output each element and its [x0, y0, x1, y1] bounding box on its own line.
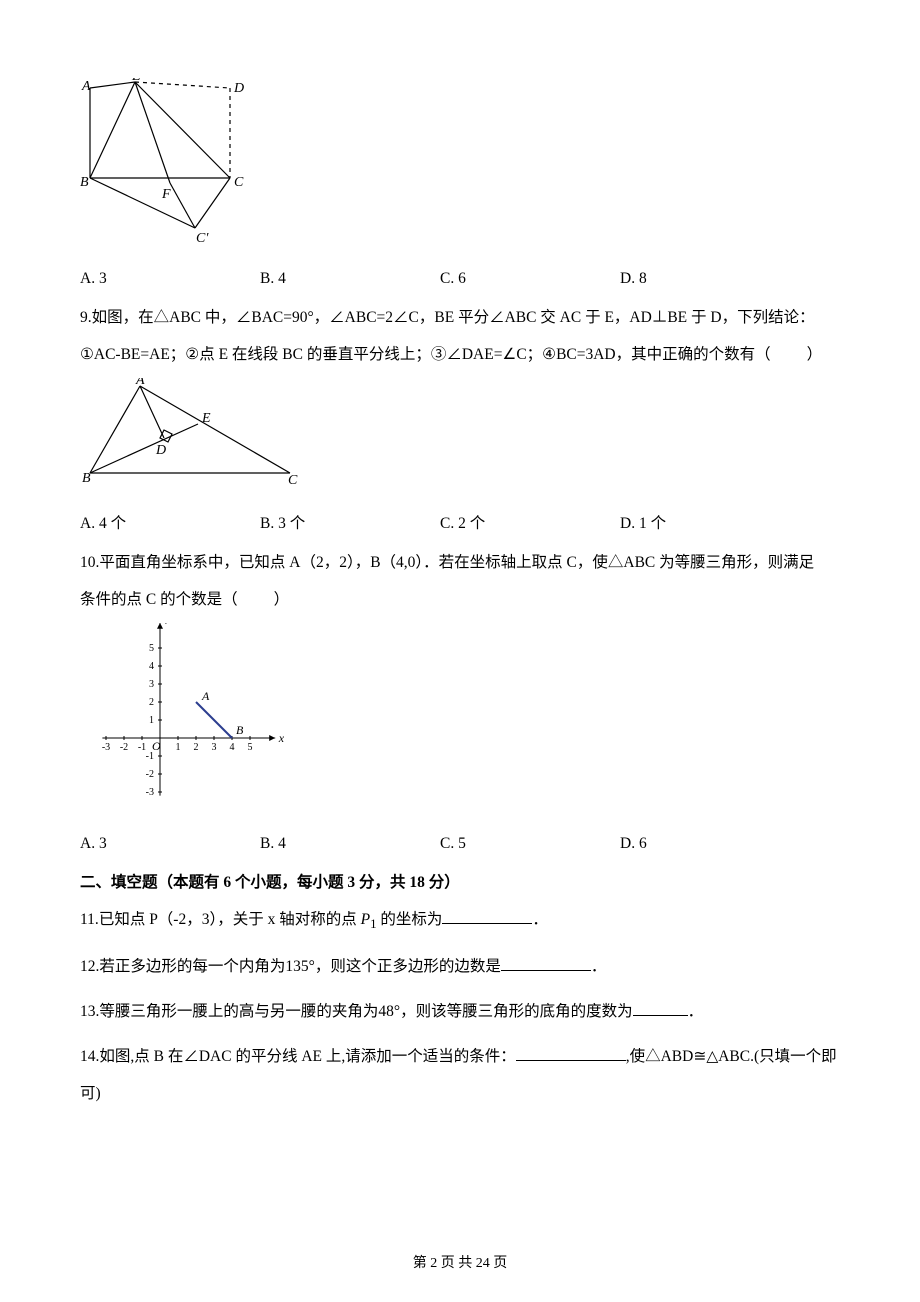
q9-line1: 9.如图，在△ABC 中，∠BAC=90°，∠ABC=2∠C，BE 平分∠ABC…: [80, 302, 840, 333]
q14-line2-text: 可): [80, 1085, 101, 1102]
section2-title: 二、填空题（本题有 6 个小题，每小题 3 分，共 18 分）: [80, 867, 840, 898]
svg-text:1: 1: [176, 742, 181, 753]
svg-text:E: E: [201, 411, 211, 426]
svg-text:D: D: [233, 81, 244, 96]
svg-text:1: 1: [149, 715, 154, 726]
q11-p1: P: [361, 911, 370, 928]
svg-text:C: C: [234, 175, 244, 190]
q8-opt-c[interactable]: C. 6: [440, 263, 620, 294]
q9-line2: ①AC-BE=AE；②点 E 在线段 BC 的垂直平分线上；③∠DAE=∠C；④…: [80, 339, 840, 370]
svg-text:D: D: [155, 443, 166, 458]
q9-opt-b[interactable]: B. 3 个: [260, 508, 440, 539]
q9-text2: ①AC-BE=AE；②点 E 在线段 BC 的垂直平分线上；③∠DAE=∠C；④…: [80, 346, 771, 363]
q10-text2: 条件的点 C 的个数是（: [80, 591, 238, 608]
q14-line1: 14.如图,点 B 在∠DAC 的平分线 AE 上,请添加一个适当的条件： ,使△…: [80, 1041, 840, 1072]
q13-tail: ．: [688, 1003, 704, 1020]
q12-tail: ．: [591, 958, 607, 975]
q13-num: 13.: [80, 1003, 99, 1020]
svg-text:O: O: [152, 739, 161, 753]
svg-text:2: 2: [194, 742, 199, 753]
svg-text:C′: C′: [196, 231, 209, 246]
svg-text:E: E: [131, 78, 141, 84]
q11-pre: 已知点 P（-2，3），关于 x 轴对称的点: [99, 911, 361, 928]
svg-text:y: y: [165, 623, 172, 624]
q14-blank[interactable]: [516, 1044, 626, 1061]
q8-options: A. 3 B. 4 C. 6 D. 8: [80, 263, 840, 294]
q11-tail: ．: [532, 911, 548, 928]
q10-text2-tail: ）: [274, 591, 290, 608]
q13: 13.等腰三角形一腰上的高与另一腰的夹角为48°，则该等腰三角形的底角的度数为 ．: [80, 996, 840, 1027]
q9-opt-a[interactable]: A. 4 个: [80, 508, 260, 539]
svg-text:-3: -3: [146, 787, 154, 798]
q9-svg: A E D B C: [80, 378, 320, 493]
svg-text:C: C: [288, 473, 298, 488]
svg-text:4: 4: [149, 661, 154, 672]
q10-text1: 平面直角坐标系中，已知点 A（2，2），B（4,0）．若在坐标轴上取点 C，使△…: [99, 554, 814, 571]
q9-text2-tail: ）: [807, 346, 823, 363]
svg-text:3: 3: [212, 742, 217, 753]
q12-num: 12.: [80, 958, 99, 975]
svg-text:5: 5: [149, 643, 154, 654]
svg-text:A: A: [201, 689, 210, 703]
q8-figure: A E D B F C C′: [80, 78, 840, 259]
q11-post: 的坐标为: [377, 911, 443, 928]
svg-text:A: A: [135, 378, 145, 388]
page-footer: 第 2 页 共 24 页: [0, 1250, 920, 1278]
q8-opt-b[interactable]: B. 4: [260, 263, 440, 294]
q10-line2: 条件的点 C 的个数是（ ）: [80, 584, 840, 615]
q14-pre: 如图,点 B 在∠DAC 的平分线 AE 上,请添加一个适当的条件：: [99, 1048, 515, 1065]
q10-opt-d[interactable]: D. 6: [620, 828, 800, 859]
q13-blank[interactable]: [633, 999, 688, 1016]
q8-opt-d[interactable]: D. 8: [620, 263, 800, 294]
q10-line1: 10.平面直角坐标系中，已知点 A（2，2），B（4,0）．若在坐标轴上取点 C…: [80, 547, 840, 578]
q10-options: A. 3 B. 4 C. 5 D. 6: [80, 828, 840, 859]
q9-opt-d[interactable]: D. 1 个: [620, 508, 800, 539]
q9-opt-c[interactable]: C. 2 个: [440, 508, 620, 539]
q14-num: 14.: [80, 1048, 99, 1065]
q9-figure: A E D B C: [80, 378, 840, 504]
svg-text:F: F: [161, 187, 171, 202]
q13-pre: 等腰三角形一腰上的高与另一腰的夹角为48°，则该等腰三角形的底角的度数为: [99, 1003, 632, 1020]
q11: 11.已知点 P（-2，3），关于 x 轴对称的点 P1 的坐标为．: [80, 904, 840, 937]
q9-options: A. 4 个 B. 3 个 C. 2 个 D. 1 个: [80, 508, 840, 539]
svg-text:B: B: [82, 471, 91, 486]
q11-num: 11.: [80, 911, 99, 928]
svg-text:B: B: [80, 175, 89, 190]
q14-line2: 可): [80, 1078, 840, 1109]
q10-opt-a[interactable]: A. 3: [80, 828, 260, 859]
q10-figure: -3-2-112345-3-2-112345OxyAB: [80, 623, 840, 824]
svg-text:A: A: [81, 79, 91, 94]
svg-text:4: 4: [230, 742, 235, 753]
svg-text:-2: -2: [120, 742, 128, 753]
svg-text:B: B: [236, 723, 244, 737]
q12: 12.若正多边形的每一个内角为135°，则这个正多边形的边数是 ．: [80, 951, 840, 982]
svg-text:-2: -2: [146, 769, 154, 780]
q9-text1: 如图，在△ABC 中，∠BAC=90°，∠ABC=2∠C，BE 平分∠ABC 交…: [92, 309, 815, 326]
q12-blank[interactable]: [501, 954, 591, 971]
svg-text:2: 2: [149, 697, 154, 708]
q10-num: 10.: [80, 554, 99, 571]
q9-num: 9.: [80, 309, 92, 326]
svg-text:3: 3: [149, 679, 154, 690]
q12-pre: 若正多边形的每一个内角为135°，则这个正多边形的边数是: [99, 958, 500, 975]
q8-opt-a[interactable]: A. 3: [80, 263, 260, 294]
q11-blank[interactable]: [442, 908, 532, 925]
q10-svg: -3-2-112345-3-2-112345OxyAB: [80, 623, 300, 813]
q10-opt-b[interactable]: B. 4: [260, 828, 440, 859]
q10-opt-c[interactable]: C. 5: [440, 828, 620, 859]
svg-text:5: 5: [248, 742, 253, 753]
page: A E D B F C C′ A. 3 B. 4 C. 6 D. 8 9.如图，…: [0, 0, 920, 1302]
svg-text:x: x: [278, 731, 285, 745]
svg-text:-3: -3: [102, 742, 110, 753]
q8-svg: A E D B F C C′: [80, 78, 260, 248]
q14-post: ,使△ABD≅△ABC.(只填一个即: [626, 1048, 837, 1065]
